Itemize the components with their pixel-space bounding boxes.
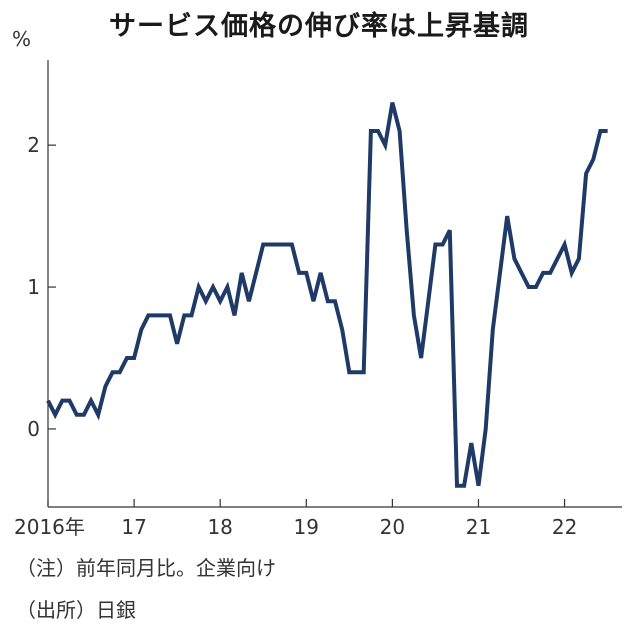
chart-axes: % 0 1 2 2016年 17 18 19 20 21 22 (12, 27, 622, 539)
chart-series (46, 102, 608, 488)
y-tick-label: 1 (27, 275, 40, 299)
x-tick-label: 22 (552, 515, 577, 539)
y-unit-label: % (12, 27, 31, 51)
chart-title: サービス価格の伸び率は上昇基調 (109, 11, 529, 42)
x-tick-label: 18 (207, 515, 232, 539)
x-tick-label: 20 (380, 515, 405, 539)
line-chart: % 0 1 2 2016年 17 18 19 20 21 22 (12, 27, 622, 539)
y-tick-label: 0 (27, 417, 40, 441)
y-tick-label: 2 (27, 133, 40, 157)
footnote-note: （注）前年同月比。企業向け (16, 556, 276, 580)
x-tick-label: 17 (121, 515, 146, 539)
footnote-source: （出所）日銀 (16, 598, 136, 622)
x-tick-label: 2016年 (14, 515, 85, 539)
x-tick-label: 19 (294, 515, 319, 539)
series-line (46, 102, 608, 488)
x-tick-label: 21 (466, 515, 491, 539)
